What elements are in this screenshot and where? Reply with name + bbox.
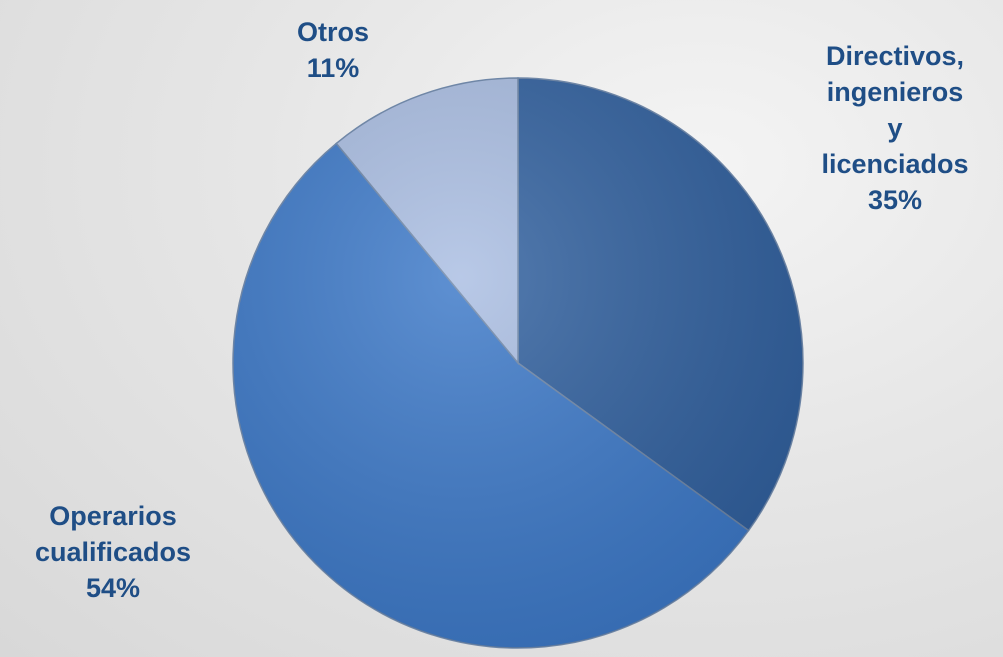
value-label: 54% xyxy=(85,573,141,603)
slice-label: Otros 11% xyxy=(297,14,369,86)
slice-label: Directivos, ingenieros y licenciados 35% xyxy=(821,38,968,218)
value-label: 11% xyxy=(306,53,360,83)
category-label: Directivos, ingenieros y licenciados xyxy=(821,41,969,179)
category-label: Operarios cualificados xyxy=(34,501,192,567)
category-label: Otros xyxy=(296,17,370,47)
slice-label: Operarios cualificados 54% xyxy=(35,498,191,606)
value-label: 35% xyxy=(867,185,923,215)
